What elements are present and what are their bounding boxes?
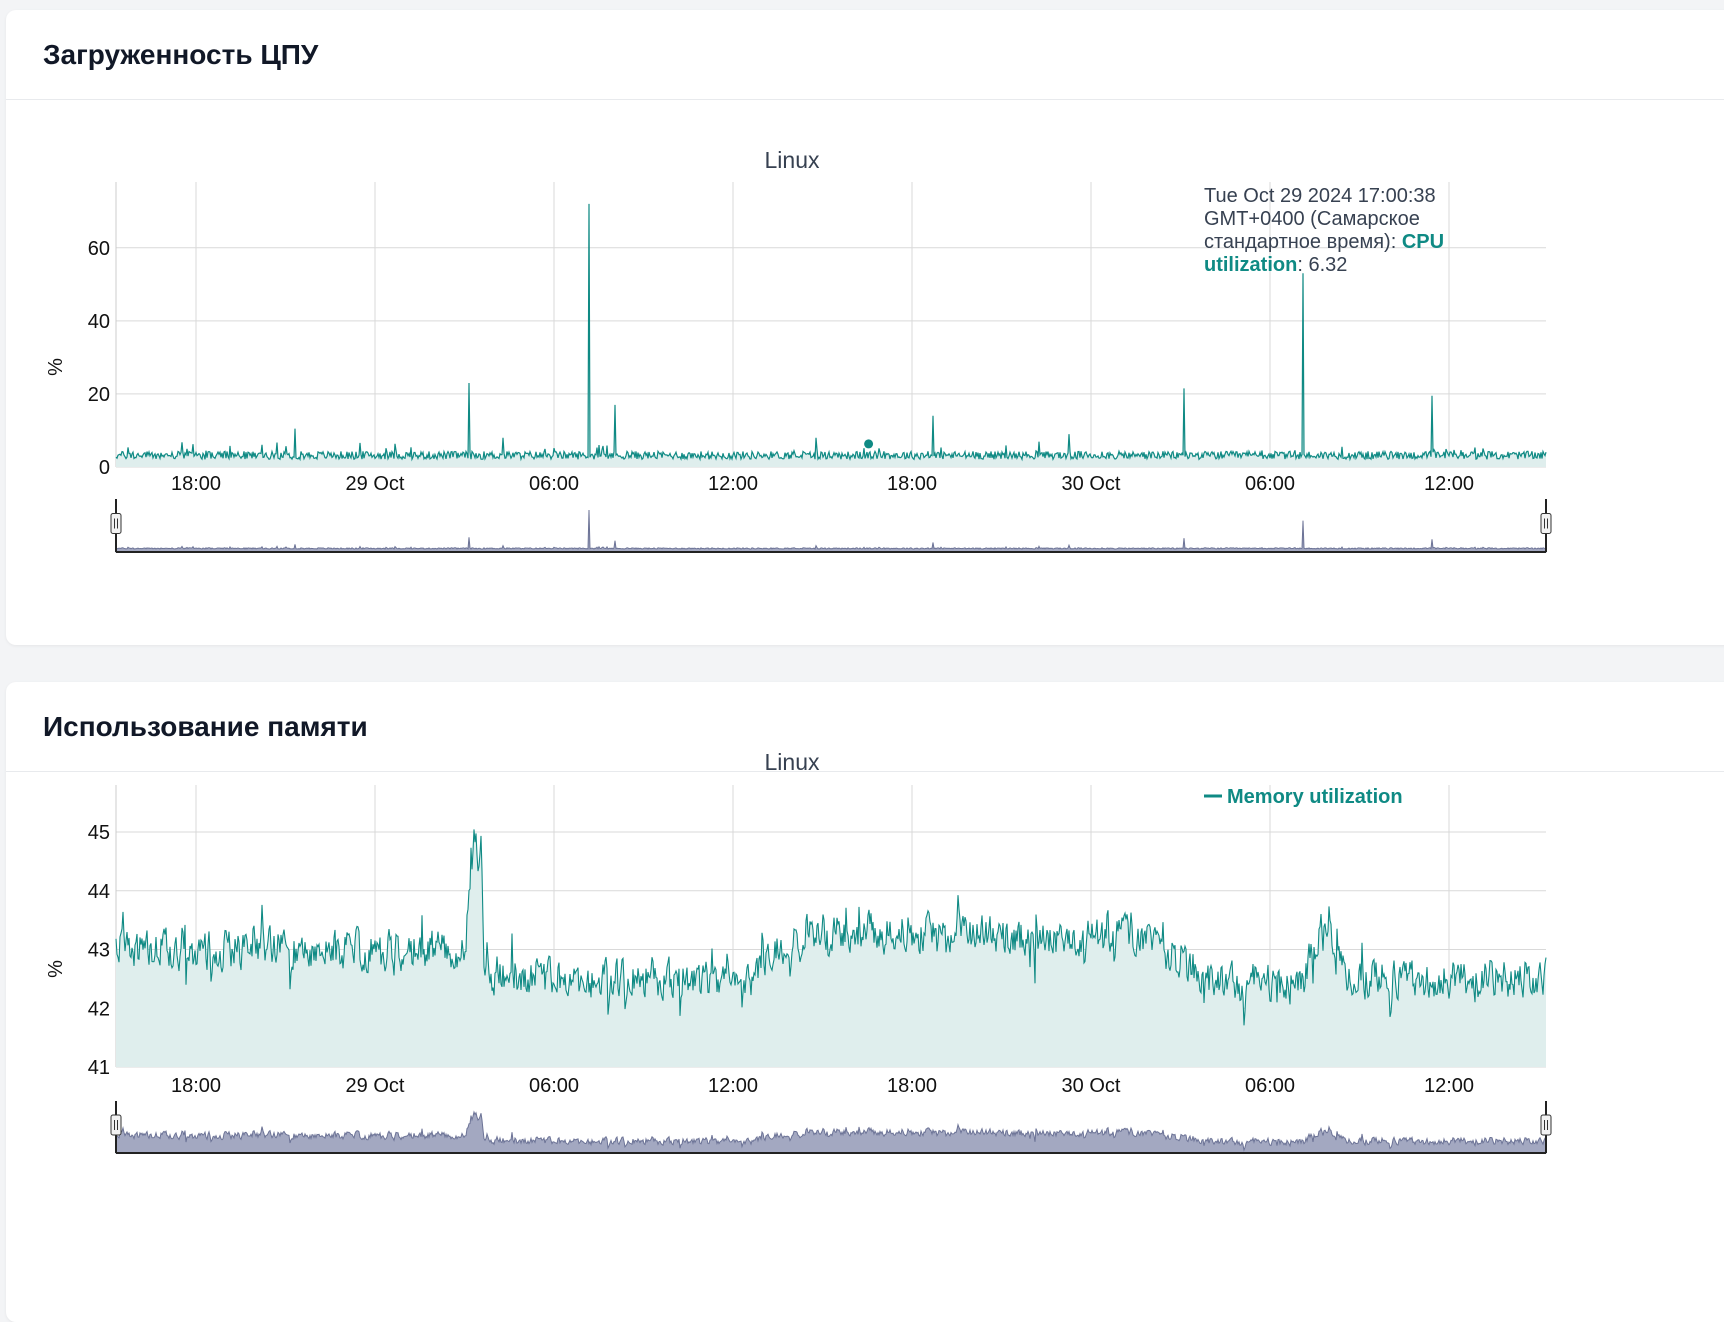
memory-y-axis-label: % [45, 960, 67, 978]
navigator-right-handle-icon[interactable] [1540, 513, 1552, 534]
navigator-left-handle-icon[interactable] [110, 1114, 122, 1136]
cpu-tooltip-line4: utilization: 6.32 [1204, 254, 1347, 276]
x-tick-label: 30 Oct [1062, 1075, 1121, 1097]
cpu-tooltip-series-name: CPU [1402, 231, 1444, 253]
memory-chart[interactable]: Linux % 41 42 43 44 45 18:00 29 Oct 06:00 12:00… [6, 682, 1724, 1322]
cpu-chart-title: Linux [765, 147, 820, 173]
cpu-tooltip-value: : 6.32 [1297, 254, 1347, 276]
cpu-tooltip-date: Tue Oct 29 2024 17:00:38 [1204, 185, 1436, 207]
y-tick-label: 20 [88, 384, 110, 406]
memory-y-axis: 41 42 43 44 45 [88, 822, 110, 1079]
y-tick-label: 60 [88, 238, 110, 260]
cpu-tooltip-series-name-end: utilization [1204, 254, 1297, 276]
x-tick-label: 12:00 [1424, 1075, 1474, 1097]
x-tick-label: 06:00 [1245, 1075, 1295, 1097]
x-tick-label: 29 Oct [346, 473, 405, 495]
x-tick-label: 18:00 [171, 473, 221, 495]
x-tick-label: 18:00 [887, 473, 937, 495]
memory-legend-label[interactable]: Memory utilization [1227, 786, 1403, 808]
y-tick-label: 44 [88, 881, 110, 903]
cpu-y-axis-label: % [45, 358, 67, 376]
cpu-card: Загруженность ЦПУ Linux % 0 20 40 60 18:00 2… [6, 10, 1724, 645]
y-tick-label: 0 [99, 457, 110, 479]
memory-line[interactable] [115, 829, 1547, 1026]
y-tick-label: 45 [88, 822, 110, 844]
memory-chart-title: Linux [765, 749, 820, 775]
x-tick-label: 12:00 [708, 1075, 758, 1097]
navigator-right-handle-icon[interactable] [1540, 1114, 1552, 1136]
memory-card-title: Использование памяти [43, 710, 368, 742]
x-tick-label: 30 Oct [1062, 473, 1121, 495]
x-tick-label: 29 Oct [346, 1075, 405, 1097]
x-tick-label: 18:00 [887, 1075, 937, 1097]
x-tick-label: 06:00 [1245, 473, 1295, 495]
navigator-series [115, 509, 1547, 553]
cpu-y-axis: 0 20 40 60 [88, 238, 110, 479]
y-tick-label: 42 [88, 998, 110, 1020]
navigator-left-handle-icon[interactable] [110, 513, 122, 534]
cpu-navigator[interactable] [110, 499, 1552, 553]
cpu-grid [115, 182, 1546, 468]
cpu-x-axis: 18:00 29 Oct 06:00 12:00 18:00 30 Oct 06:00 12:… [171, 473, 1474, 495]
memory-legend[interactable]: Memory utilization [1204, 786, 1403, 808]
y-tick-label: 41 [88, 1057, 110, 1079]
x-tick-label: 18:00 [171, 1075, 221, 1097]
cpu-tooltip: Tue Oct 29 2024 17:00:38 GMT+0400 (Самар… [1204, 185, 1444, 276]
cpu-line[interactable] [115, 203, 1547, 462]
cpu-hover-point[interactable] [864, 439, 874, 449]
y-tick-label: 43 [88, 940, 110, 962]
cpu-series[interactable] [115, 203, 1547, 467]
memory-area-fill [116, 829, 1546, 1067]
navigator-series [115, 1110, 1547, 1154]
memory-navigator[interactable] [110, 1101, 1552, 1154]
cpu-card-header: Загруженность ЦПУ [6, 10, 1724, 100]
x-tick-label: 06:00 [529, 473, 579, 495]
cpu-tooltip-timezone-end: стандартное время): [1204, 231, 1402, 253]
y-tick-label: 40 [88, 311, 110, 333]
cpu-tooltip-timezone: GMT+0400 (Самарское [1204, 208, 1420, 230]
cpu-tooltip-line3: стандартное время): CPU [1204, 231, 1444, 253]
memory-series[interactable] [115, 829, 1547, 1067]
memory-card-header: Использование памяти [6, 682, 1724, 772]
cpu-card-title: Загруженность ЦПУ [43, 38, 319, 70]
x-tick-label: 06:00 [529, 1075, 579, 1097]
memory-x-axis: 18:00 29 Oct 06:00 12:00 18:00 30 Oct 06:00 12:… [171, 1075, 1474, 1097]
x-tick-label: 12:00 [708, 473, 758, 495]
x-tick-label: 12:00 [1424, 473, 1474, 495]
memory-card: Использование памяти Linux % 41 42 43 44 45 … [6, 682, 1724, 1322]
